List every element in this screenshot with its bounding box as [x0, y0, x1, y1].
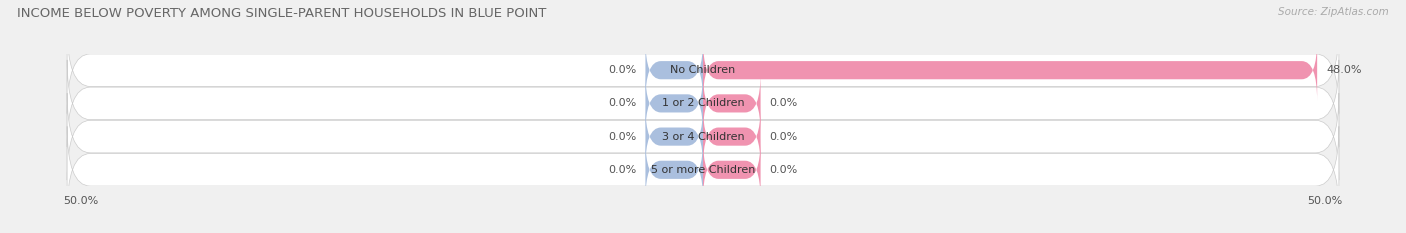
Text: No Children: No Children: [671, 65, 735, 75]
Text: 0.0%: 0.0%: [609, 98, 637, 108]
Text: 3 or 4 Children: 3 or 4 Children: [662, 132, 744, 142]
Text: 48.0%: 48.0%: [1326, 65, 1361, 75]
Text: 5 or more Children: 5 or more Children: [651, 165, 755, 175]
Text: 0.0%: 0.0%: [609, 65, 637, 75]
FancyBboxPatch shape: [67, 126, 1339, 213]
Text: 0.0%: 0.0%: [609, 165, 637, 175]
FancyBboxPatch shape: [703, 73, 761, 134]
FancyBboxPatch shape: [703, 39, 1317, 101]
FancyBboxPatch shape: [67, 93, 1339, 180]
FancyBboxPatch shape: [645, 39, 703, 101]
Text: 0.0%: 0.0%: [769, 132, 797, 142]
FancyBboxPatch shape: [703, 139, 761, 201]
Text: 0.0%: 0.0%: [769, 165, 797, 175]
Text: 1 or 2 Children: 1 or 2 Children: [662, 98, 744, 108]
FancyBboxPatch shape: [645, 73, 703, 134]
FancyBboxPatch shape: [703, 106, 761, 167]
FancyBboxPatch shape: [645, 139, 703, 201]
FancyBboxPatch shape: [67, 60, 1339, 147]
Text: INCOME BELOW POVERTY AMONG SINGLE-PARENT HOUSEHOLDS IN BLUE POINT: INCOME BELOW POVERTY AMONG SINGLE-PARENT…: [17, 7, 547, 20]
Text: 50.0%: 50.0%: [63, 196, 98, 206]
FancyBboxPatch shape: [67, 27, 1339, 114]
Text: 0.0%: 0.0%: [609, 132, 637, 142]
Text: 50.0%: 50.0%: [1308, 196, 1343, 206]
FancyBboxPatch shape: [645, 106, 703, 167]
Text: 0.0%: 0.0%: [769, 98, 797, 108]
Text: Source: ZipAtlas.com: Source: ZipAtlas.com: [1278, 7, 1389, 17]
